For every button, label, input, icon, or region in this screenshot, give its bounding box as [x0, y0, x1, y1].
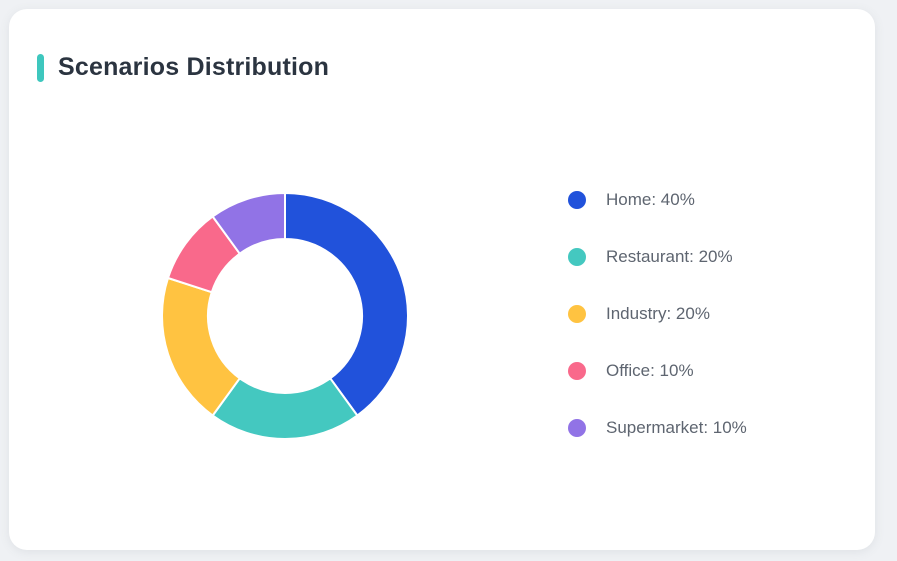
legend-item-restaurant[interactable]: Restaurant: 20%: [568, 248, 747, 266]
legend-label: Industry: 20%: [606, 304, 710, 323]
legend-label: Office: 10%: [606, 361, 694, 380]
donut-segment-home[interactable]: [284, 192, 409, 417]
legend-item-supermarket[interactable]: Supermarket: 10%: [568, 419, 747, 437]
legend-label: Supermarket: 10%: [606, 418, 747, 437]
legend-item-industry[interactable]: Industry: 20%: [568, 305, 747, 323]
legend-swatch: [568, 362, 586, 380]
legend-swatch: [568, 248, 586, 266]
legend-swatch: [568, 419, 586, 437]
legend-swatch: [568, 191, 586, 209]
legend-label: Restaurant: 20%: [606, 247, 733, 266]
page-title: Scenarios Distribution: [58, 53, 330, 81]
legend-item-home[interactable]: Home: 40%: [568, 191, 747, 209]
legend-label: Home: 40%: [606, 190, 695, 209]
chart-legend: Home: 40% Restaurant: 20% Industry: 20% …: [568, 191, 747, 437]
donut-segment-supermarket[interactable]: [211, 192, 286, 255]
legend-item-office[interactable]: Office: 10%: [568, 362, 747, 380]
donut-segment-restaurant[interactable]: [211, 377, 359, 440]
donut-segment-industry[interactable]: [161, 276, 241, 417]
donut-chart[interactable]: [160, 191, 410, 441]
legend-swatch: [568, 305, 586, 323]
scenarios-distribution-card: Scenarios Distribution Home: 40% Restaur…: [9, 9, 875, 550]
card-header: Scenarios Distribution: [37, 53, 329, 82]
title-accent-bar: [37, 53, 44, 82]
